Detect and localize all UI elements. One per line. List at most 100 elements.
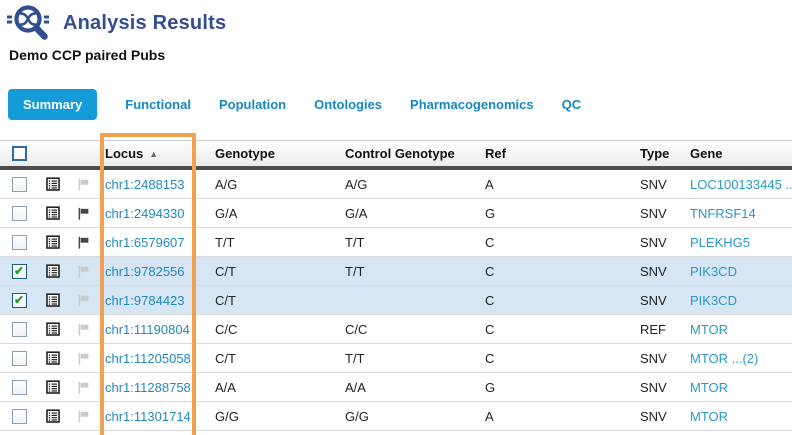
analysis-name: Demo CCP paired Pubs xyxy=(9,47,166,63)
results-tab-bar: Summary Functional Population Ontologies… xyxy=(8,89,581,120)
table-row[interactable]: chr1:2494330 G/A G/A G SNV TNFRSF14 xyxy=(0,199,792,228)
type-cell: REF xyxy=(640,321,666,337)
row-checkbox[interactable] xyxy=(11,234,27,250)
row-details-icon[interactable] xyxy=(45,408,61,424)
row-checkbox[interactable] xyxy=(11,176,27,192)
row-checkbox[interactable] xyxy=(11,205,27,221)
control-genotype-cell: G/A xyxy=(345,205,368,221)
flag-icon[interactable] xyxy=(76,264,91,279)
ref-cell: A xyxy=(485,408,494,424)
row-details-icon[interactable] xyxy=(45,205,61,221)
ref-cell: C xyxy=(485,234,495,250)
table-row[interactable]: chr1:11190804 C/C C/C C REF MTOR xyxy=(0,315,792,344)
row-details-icon[interactable] xyxy=(45,263,61,279)
column-header-gene[interactable]: Gene xyxy=(690,146,723,161)
table-row[interactable]: chr1:9784423 C/T C SNV PIK3CD xyxy=(0,286,792,315)
type-cell: SNV xyxy=(640,292,667,308)
locus-link[interactable]: chr1:2494330 xyxy=(105,205,185,221)
table-row[interactable]: chr1:9782556 C/T T/T C SNV PIK3CD xyxy=(0,257,792,286)
locus-link[interactable]: chr1:11190804 xyxy=(105,321,190,337)
ref-cell: G xyxy=(485,379,496,395)
gene-link[interactable]: PIK3CD xyxy=(690,263,737,279)
genotype-cell: A/G xyxy=(215,176,238,192)
tab-summary[interactable]: Summary xyxy=(8,89,98,120)
ref-cell: C xyxy=(485,292,495,308)
locus-link[interactable]: chr1:9784423 xyxy=(105,292,185,308)
ref-cell: A xyxy=(485,176,494,192)
flag-icon[interactable] xyxy=(76,380,91,395)
column-header-ref[interactable]: Ref xyxy=(485,146,506,161)
gene-link[interactable]: MTOR xyxy=(690,321,729,337)
flag-icon[interactable] xyxy=(76,206,91,221)
type-cell: SNV xyxy=(640,408,667,424)
locus-link[interactable]: chr1:9782556 xyxy=(105,263,185,279)
table-header-row: Locus ▲ Genotype Control Genotype Ref Typ… xyxy=(0,140,792,170)
control-genotype-cell: T/T xyxy=(345,263,365,279)
column-header-type[interactable]: Type xyxy=(640,146,670,161)
column-header-genotype[interactable]: Genotype xyxy=(215,146,275,161)
row-checkbox[interactable] xyxy=(11,379,27,395)
flag-icon[interactable] xyxy=(76,235,91,250)
genotype-cell: G/G xyxy=(215,408,239,424)
genotype-cell: A/A xyxy=(215,379,236,395)
locus-link[interactable]: chr1:2488153 xyxy=(105,176,185,192)
genotype-cell: C/T xyxy=(215,263,236,279)
type-cell: SNV xyxy=(640,176,667,192)
row-details-icon[interactable] xyxy=(45,321,61,337)
row-checkbox[interactable] xyxy=(11,292,27,308)
sort-asc-icon: ▲ xyxy=(149,149,159,159)
type-cell: SNV xyxy=(640,234,667,250)
gene-link[interactable]: MTOR xyxy=(690,408,729,424)
ref-cell: C xyxy=(485,350,495,366)
row-checkbox[interactable] xyxy=(11,350,27,366)
column-header-locus[interactable]: Locus ▲ xyxy=(105,146,159,161)
tab-ontologies[interactable]: Ontologies xyxy=(314,97,383,112)
tab-qc[interactable]: QC xyxy=(561,97,582,112)
flag-icon[interactable] xyxy=(76,322,91,337)
row-checkbox[interactable] xyxy=(11,321,27,337)
gene-link[interactable]: LOC100133445 ... xyxy=(690,176,792,192)
genotype-cell: T/T xyxy=(215,234,235,250)
tab-functional[interactable]: Functional xyxy=(125,97,191,112)
gene-link[interactable]: MTOR xyxy=(690,379,729,395)
table-row[interactable]: chr1:11301714 G/G G/G A SNV MTOR xyxy=(0,402,792,431)
type-cell: SNV xyxy=(640,379,667,395)
flag-icon[interactable] xyxy=(76,177,91,192)
locus-link[interactable]: chr1:6579607 xyxy=(105,234,185,250)
row-details-icon[interactable] xyxy=(45,176,61,192)
flag-icon[interactable] xyxy=(76,409,91,424)
type-cell: SNV xyxy=(640,350,667,366)
gene-link[interactable]: TNFRSF14 xyxy=(690,205,756,221)
locus-link[interactable]: chr1:11205058 xyxy=(105,350,191,366)
flag-icon[interactable] xyxy=(76,293,91,308)
gene-link[interactable]: MTOR ...(2) xyxy=(690,350,759,366)
select-all-checkbox[interactable] xyxy=(11,146,27,161)
locus-link[interactable]: chr1:11288758 xyxy=(105,379,191,395)
genotype-cell: C/T xyxy=(215,350,236,366)
genotype-cell: G/A xyxy=(215,205,238,221)
locus-link[interactable]: chr1:11301714 xyxy=(105,408,191,424)
tab-population[interactable]: Population xyxy=(218,97,287,112)
table-row[interactable]: chr1:11205058 C/T T/T C SNV MTOR ...(2) xyxy=(0,344,792,373)
table-row[interactable]: chr1:11288758 A/A A/A G SNV MTOR xyxy=(0,373,792,402)
row-checkbox[interactable] xyxy=(11,263,27,279)
control-genotype-cell: T/T xyxy=(345,350,365,366)
control-genotype-cell: G/G xyxy=(345,408,369,424)
gene-link[interactable]: PIK3CD xyxy=(690,292,737,308)
row-details-icon[interactable] xyxy=(45,379,61,395)
ref-cell: G xyxy=(485,205,496,221)
page-title: Analysis Results xyxy=(63,11,227,34)
gene-link[interactable]: PLEKHG5 xyxy=(690,234,750,250)
tab-pharmacogenomics[interactable]: Pharmacogenomics xyxy=(410,97,534,112)
column-header-control-genotype[interactable]: Control Genotype xyxy=(345,146,455,161)
table-row[interactable]: chr1:6579607 T/T T/T C SNV PLEKHG5 xyxy=(0,228,792,257)
flag-icon[interactable] xyxy=(76,351,91,366)
row-details-icon[interactable] xyxy=(45,234,61,250)
table-row[interactable]: chr1:2488153 A/G A/G A SNV LOC100133445 … xyxy=(0,170,792,199)
row-details-icon[interactable] xyxy=(45,292,61,308)
ref-cell: C xyxy=(485,321,495,337)
row-details-icon[interactable] xyxy=(45,350,61,366)
control-genotype-cell: C/C xyxy=(345,321,368,337)
row-checkbox[interactable] xyxy=(11,408,27,424)
